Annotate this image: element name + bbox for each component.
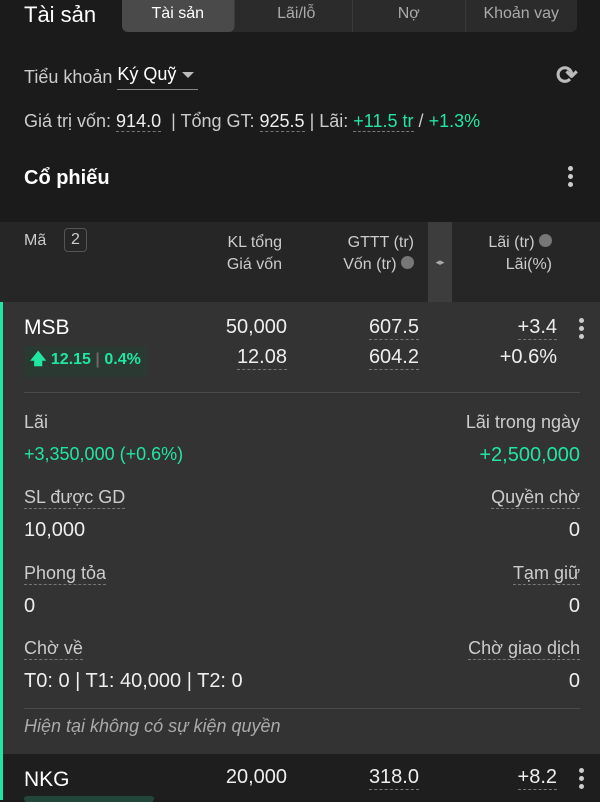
more-icon[interactable]: [579, 768, 585, 789]
lai-value: +11.5 tr: [353, 111, 414, 132]
phong-value: 0: [24, 595, 36, 617]
tab-lai-lo[interactable]: Lãi/lỗ: [241, 0, 353, 32]
lai-value: +3.4: [517, 316, 557, 340]
price-badge: [24, 796, 154, 802]
sl-label: SL được GD: [24, 487, 126, 509]
von-value: 914.0: [116, 111, 162, 132]
more-icon[interactable]: [579, 318, 585, 339]
gttt-value: 607.5: [368, 316, 419, 340]
account-label: Tiểu khoản: [24, 66, 113, 87]
column-resize-handle[interactable]: ◂▸: [428, 222, 452, 302]
quyen-value: 0: [568, 519, 580, 541]
gttt-value: 318.0: [368, 766, 419, 790]
lai-label: Lãi: [24, 412, 49, 432]
page-title: Tài sản: [24, 2, 97, 27]
stock-card-msb[interactable]: MSB 🡅 12.15 | 0.4% 50,000 12.08 607.5 60…: [0, 302, 600, 754]
lai-ngay-value: +2,500,000: [479, 444, 580, 466]
cho-ve-value: T0: 0 | T1: 40,000 | T2: 0: [24, 670, 243, 692]
tab-tai-san[interactable]: Tài sản: [122, 0, 235, 32]
more-icon[interactable]: [568, 166, 574, 187]
divider: [24, 708, 580, 709]
lai-detail-value: +3,350,000 (+0.6%): [24, 444, 184, 464]
lai-pct-value: +1.3%: [428, 111, 481, 131]
phong-label: Phong tỏa: [24, 563, 107, 585]
refresh-icon[interactable]: ⟳: [556, 60, 578, 90]
sl-value: 10,000: [24, 519, 86, 541]
arrow-up-icon: 🡅: [30, 351, 47, 368]
rights-note: Hiện tại không có sự kiện quyền: [24, 716, 281, 736]
info-icon[interactable]: [401, 256, 414, 269]
stock-code: NKG: [24, 768, 70, 791]
summary: Giá trị vốn: 914.0 | Tổng GT: 925.5 | Lã…: [24, 111, 481, 132]
tab-khoan-vay[interactable]: Khoản vay: [483, 5, 560, 22]
cho-gd-label: Chờ giao dịch: [468, 638, 580, 660]
lai-ngay-label: Lãi trong ngày: [465, 412, 580, 432]
col-lai[interactable]: Lãi (tr) Lãi(%): [488, 234, 552, 273]
col-gttt[interactable]: GTTT (tr) Vốn (tr): [343, 234, 414, 273]
col-ma: Mã: [24, 232, 47, 249]
info-icon[interactable]: [539, 234, 552, 247]
cho-gd-value: 0: [568, 670, 580, 692]
account-dropdown[interactable]: Ký Quỹ: [117, 64, 199, 90]
tab-bar: Tài sản Lãi/lỗ Nợ Khoản vay: [122, 0, 577, 32]
col-kl[interactable]: KL tổng Giá vốn: [226, 234, 282, 273]
gia-von-value: 12.08: [236, 346, 287, 370]
count-badge: 2: [64, 228, 87, 252]
tam-label: Tạm giữ: [512, 563, 580, 585]
tab-no[interactable]: Nợ: [353, 0, 466, 32]
kl-value: 20,000: [225, 766, 287, 788]
stock-code: MSB: [24, 316, 70, 339]
quyen-label: Quyền chờ: [491, 487, 580, 509]
account-selector[interactable]: Tiểu khoản Ký Quỹ: [24, 64, 199, 90]
account-value: Ký Quỹ: [117, 64, 177, 84]
von-value: 604.2: [368, 346, 419, 370]
price-badge: 🡅 12.15 | 0.4%: [24, 346, 147, 377]
kl-value: 50,000: [225, 316, 287, 338]
lai-value: +8.2: [517, 766, 557, 790]
cho-ve-label: Chờ về: [24, 638, 83, 660]
divider: [24, 392, 580, 393]
lai-pct-value: +0.6%: [499, 346, 557, 368]
table-header: Mã 2 KL tổng Giá vốn GTTT (tr) Vốn (tr) ◂▸…: [0, 222, 600, 302]
tong-value: 925.5: [259, 111, 305, 132]
tam-value: 0: [568, 595, 580, 617]
chevron-down-icon: [182, 72, 195, 84]
section-title: Cổ phiếu: [24, 167, 110, 189]
stock-row-nkg[interactable]: NKG 20,000 318.0 +8.2: [0, 754, 600, 802]
